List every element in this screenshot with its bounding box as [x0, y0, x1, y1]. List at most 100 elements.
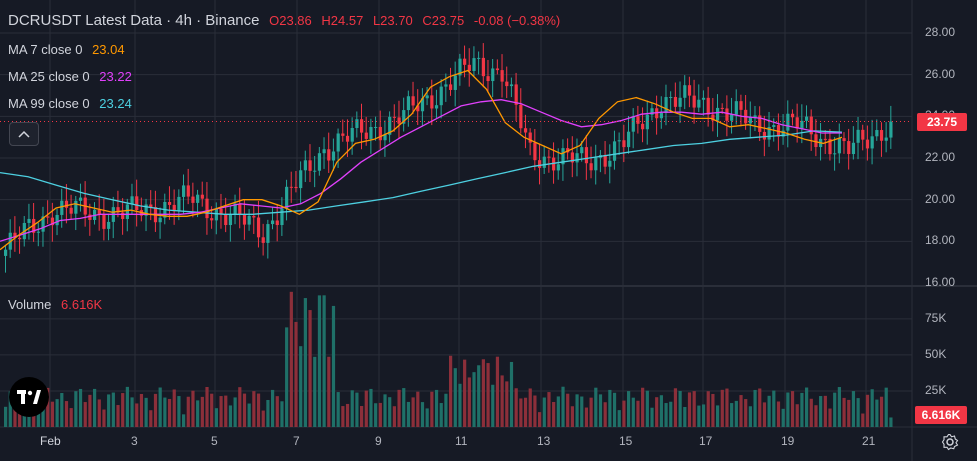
candle-body	[341, 133, 345, 136]
candle-body	[809, 116, 813, 135]
volume-bar	[842, 397, 846, 427]
candle-body	[556, 164, 560, 171]
candle-body	[533, 142, 537, 161]
candle-body	[331, 151, 336, 161]
volume-bar	[575, 394, 579, 427]
ma7-legend[interactable]: MA 7 close 0 23.04	[8, 42, 131, 58]
candle-body	[730, 114, 734, 121]
volume-bar	[280, 401, 284, 427]
ma99-legend[interactable]: MA 99 close 0 23.24	[8, 96, 138, 112]
candle-body	[121, 212, 125, 219]
candle-body	[669, 96, 673, 98]
candle-body	[214, 208, 218, 221]
volume-bar	[655, 397, 659, 427]
volume-bar	[809, 398, 813, 427]
candle-body	[55, 214, 59, 226]
ohlc-close: C23.75	[422, 13, 465, 28]
candle-body	[364, 132, 368, 139]
candle-body	[360, 119, 364, 133]
volume-bar	[556, 396, 560, 427]
price-tick-label: 26.00	[925, 66, 956, 81]
volume-bar	[186, 396, 190, 427]
volume-bar	[650, 407, 654, 427]
ohlc-open: O23.86	[269, 13, 312, 28]
volume-bar	[219, 396, 223, 427]
volume-bar	[78, 388, 83, 427]
volume-bar	[701, 404, 706, 427]
time-tick-label: 9	[375, 434, 382, 448]
candle-body	[228, 214, 233, 226]
candle-body	[865, 139, 870, 149]
gear-icon[interactable]	[941, 433, 959, 451]
volume-bar	[313, 356, 317, 427]
candle-body	[753, 115, 757, 118]
candle-body	[336, 133, 340, 152]
volume-bar	[477, 365, 481, 427]
candle-body	[833, 153, 837, 155]
volume-bar	[303, 298, 307, 427]
candle-body	[60, 200, 64, 215]
candle-body	[828, 138, 832, 155]
candle-body	[659, 112, 663, 119]
ma25-label: MA 25 close 0	[8, 69, 90, 84]
candle-body	[97, 209, 101, 215]
candle-body	[823, 138, 827, 140]
volume-legend[interactable]: Volume 6.616K	[8, 297, 108, 313]
volume-bar	[538, 412, 542, 427]
candle-body	[238, 203, 242, 216]
volume-bar	[177, 396, 181, 427]
time-tick-label: Feb	[40, 434, 61, 448]
collapse-legend-button[interactable]	[9, 122, 39, 146]
candle-body	[74, 200, 78, 214]
time-tick-label: 17	[699, 434, 713, 448]
volume-bar	[411, 397, 415, 427]
candle-body	[383, 134, 387, 141]
volume-bar	[561, 386, 565, 427]
candle-body	[500, 70, 504, 82]
candle-body	[289, 186, 293, 188]
symbol-legend[interactable]: DCRUSDT Latest Data · 4h · Binance O23.8…	[8, 13, 566, 29]
candle-body	[149, 204, 153, 208]
volume-bar	[542, 397, 546, 427]
volume-bar	[50, 401, 55, 427]
tradingview-logo-icon[interactable]	[9, 377, 49, 417]
candle-body	[242, 215, 247, 225]
candle-body	[477, 57, 481, 59]
volume-bar	[552, 401, 556, 427]
volume-bar	[870, 389, 874, 427]
ma25-legend[interactable]: MA 25 close 0 23.22	[8, 69, 138, 85]
ma99-line[interactable]	[0, 130, 843, 215]
candle-body	[758, 115, 762, 132]
volume-bar	[875, 399, 879, 427]
volume-bar	[289, 291, 293, 427]
candle-body	[720, 107, 724, 109]
volume-bar	[856, 398, 860, 427]
candle-body	[271, 220, 275, 225]
volume-bar	[317, 295, 322, 427]
volume-bar	[837, 387, 841, 427]
candle-body	[692, 95, 696, 108]
candle-body	[697, 99, 701, 108]
candle-body	[711, 114, 715, 121]
ma7-line[interactable]	[0, 69, 843, 251]
volume-bar	[781, 408, 785, 427]
ma25-line[interactable]	[0, 99, 842, 242]
candle-body	[575, 153, 579, 163]
volume-bar	[669, 401, 673, 427]
ohlc-high: H24.57	[321, 13, 364, 28]
candle-body	[182, 185, 186, 197]
volume-bar	[233, 397, 237, 427]
candle-body	[627, 131, 631, 148]
candle-body	[78, 197, 83, 201]
volume-bar	[603, 402, 607, 427]
volume-bars[interactable]	[4, 291, 893, 427]
volume-bar	[364, 390, 368, 427]
volume-bar	[491, 384, 495, 427]
candle-body	[303, 160, 307, 171]
volume-bar	[83, 402, 87, 427]
volume-bar	[439, 403, 443, 427]
volume-bar	[444, 393, 448, 427]
candle-body	[636, 116, 640, 124]
ma99-value: 23.24	[99, 96, 132, 111]
